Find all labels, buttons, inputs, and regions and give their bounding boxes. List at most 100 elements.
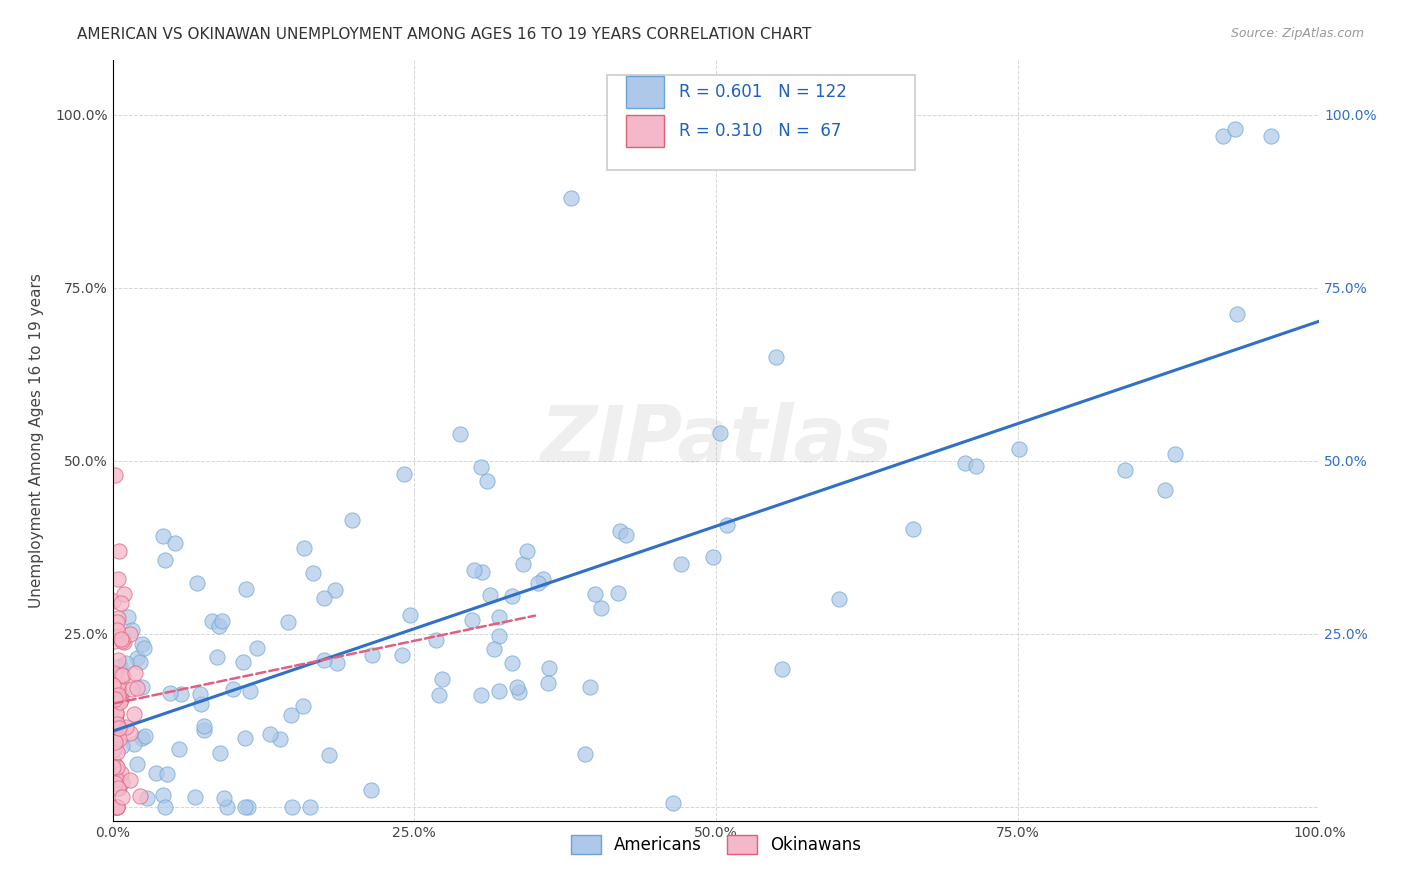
Point (1008, 442, 1031, 456)
Point (128, 655, 150, 669)
Point (111, 775, 134, 789)
Point (188, 687, 211, 701)
Point (110, 632, 132, 646)
Point (107, 780, 129, 795)
Point (186, 575, 208, 590)
Point (292, 541, 315, 555)
Point (107, 653, 129, 667)
Point (111, 668, 134, 682)
Point (392, 467, 415, 481)
Point (662, 796, 685, 810)
Point (537, 661, 560, 675)
Point (124, 706, 146, 721)
Point (427, 689, 450, 703)
Point (425, 632, 447, 647)
Point (101, 753, 124, 767)
Point (391, 648, 413, 663)
Point (110, 692, 132, 706)
Point (105, 800, 128, 814)
Point (134, 640, 156, 655)
Point (104, 706, 127, 720)
Point (152, 788, 174, 802)
Point (183, 790, 205, 805)
Point (589, 600, 612, 615)
Point (583, 587, 606, 601)
Point (136, 790, 159, 805)
Point (110, 789, 132, 804)
Point (121, 681, 143, 696)
Point (107, 660, 129, 674)
Point (193, 723, 215, 737)
Point (111, 634, 134, 648)
Point (1212, 128, 1234, 143)
Point (702, 549, 724, 564)
Point (205, 649, 228, 664)
Point (269, 731, 291, 746)
Text: Source: ZipAtlas.com: Source: ZipAtlas.com (1230, 27, 1364, 40)
Point (107, 572, 129, 586)
Point (208, 618, 231, 632)
Point (609, 524, 631, 539)
Point (574, 747, 596, 761)
Point (607, 586, 630, 600)
Point (156, 767, 179, 781)
Point (127, 651, 149, 665)
Point (501, 656, 523, 670)
Text: R = 0.601   N = 122: R = 0.601 N = 122 (679, 83, 846, 101)
Point (312, 653, 335, 667)
Point (277, 615, 299, 629)
Point (1225, 308, 1247, 322)
Point (124, 666, 146, 681)
Point (280, 707, 302, 722)
Point (531, 572, 554, 586)
Point (516, 544, 538, 558)
Point (107, 611, 129, 625)
Point (471, 566, 494, 580)
Point (239, 684, 262, 698)
Point (103, 723, 125, 737)
Point (124, 737, 146, 751)
Point (105, 721, 128, 735)
Point (236, 800, 259, 814)
Point (1153, 483, 1175, 498)
Point (709, 425, 731, 440)
Point (770, 662, 793, 676)
Point (484, 642, 506, 657)
Point (114, 721, 136, 735)
Point (1114, 462, 1136, 476)
Point (318, 747, 340, 762)
Point (105, 615, 128, 629)
Point (209, 746, 232, 760)
Point (103, 594, 125, 608)
Point (953, 456, 976, 470)
Point (233, 800, 256, 814)
Point (104, 776, 127, 790)
Point (233, 731, 256, 746)
Point (110, 693, 132, 707)
Point (201, 614, 224, 628)
Point (460, 613, 482, 627)
Point (110, 686, 132, 700)
Point (127, 756, 149, 771)
Point (463, 563, 485, 577)
Point (112, 669, 135, 683)
Point (108, 732, 131, 747)
Point (488, 683, 510, 698)
Point (134, 729, 156, 743)
FancyBboxPatch shape (607, 75, 915, 170)
Point (121, 623, 143, 637)
Point (105, 716, 128, 731)
Point (169, 687, 191, 701)
Point (105, 800, 128, 814)
Point (828, 592, 851, 607)
Point (105, 760, 128, 774)
Point (110, 596, 132, 610)
Point (190, 697, 212, 711)
Point (669, 558, 692, 572)
Point (314, 591, 336, 606)
Point (112, 634, 135, 648)
Point (965, 458, 987, 473)
Point (765, 350, 787, 364)
FancyBboxPatch shape (626, 76, 664, 108)
Text: AMERICAN VS OKINAWAN UNEMPLOYMENT AMONG AGES 16 TO 19 YEARS CORRELATION CHART: AMERICAN VS OKINAWAN UNEMPLOYMENT AMONG … (77, 27, 811, 42)
